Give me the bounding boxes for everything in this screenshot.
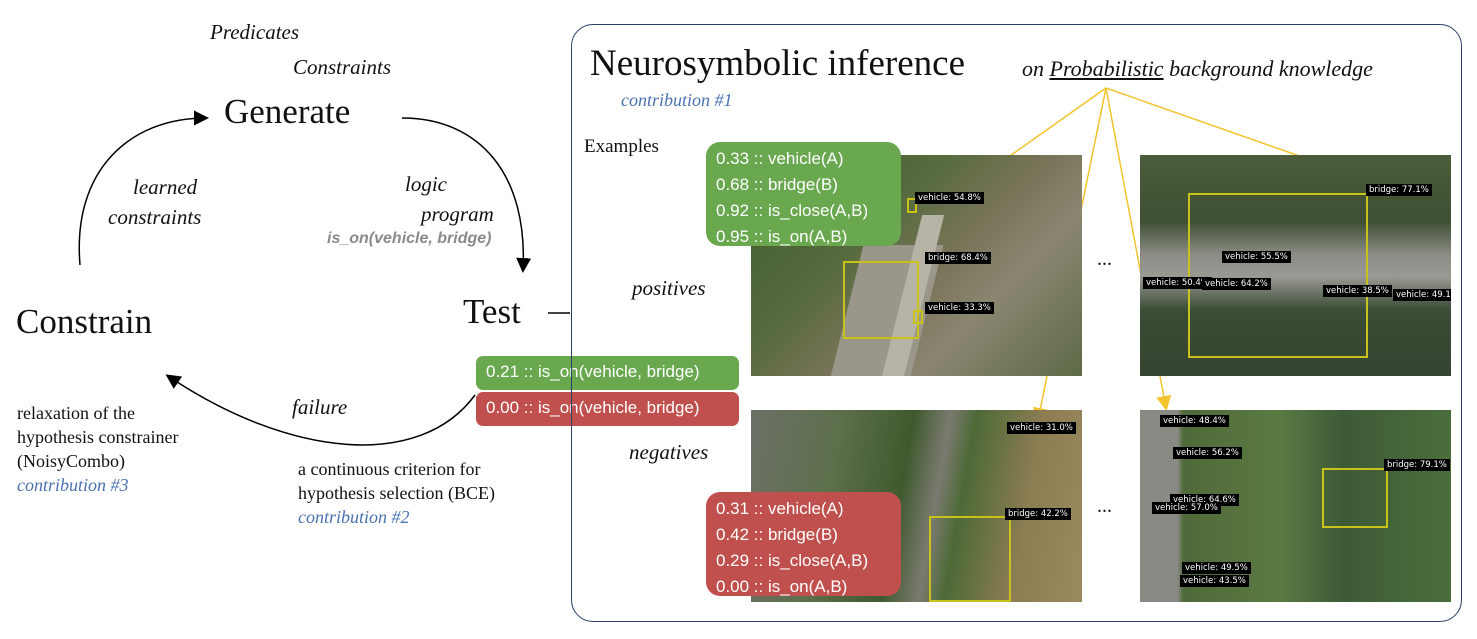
det-box-vehicle-2 <box>913 310 923 324</box>
relaxation-text: relaxation of the hypothesis constrainer… <box>17 403 179 495</box>
det-label: bridge: 68.4% <box>925 252 991 264</box>
det-label: vehicle: 64.2% <box>1202 278 1271 290</box>
constraints-label: Constraints <box>293 55 392 79</box>
program-label: program <box>421 202 494 226</box>
constraints-line-label: constraints <box>108 205 202 229</box>
generate-label: Generate <box>224 92 351 131</box>
contribution1-label: contribution #1 <box>621 90 733 110</box>
det-label: vehicle: 31.0% <box>1007 422 1076 434</box>
constrain-label: Constrain <box>16 302 153 341</box>
failure-label: failure <box>292 395 348 419</box>
det-label: vehicle: 55.5% <box>1222 251 1291 263</box>
positive-image-2: bridge: 77.1% vehicle: 55.5% vehicle: 50… <box>1140 155 1451 376</box>
det-label: vehicle: 33.3% <box>925 302 994 314</box>
negative-score-box: 0.00 :: is_on(vehicle, bridge) <box>476 392 739 426</box>
det-box-vehicle-1 <box>907 198 917 213</box>
det-label: vehicle: 38.5% <box>1323 285 1392 297</box>
det-label: bridge: 77.1% <box>1366 184 1432 196</box>
det-label: vehicle: 43.5% <box>1180 575 1249 587</box>
det-box-bridge-4 <box>1322 468 1388 528</box>
det-label: vehicle: 56.2% <box>1173 447 1242 459</box>
learned-label: learned <box>133 175 198 199</box>
arrow-constrain-to-generate <box>78 110 209 266</box>
negative-image-4: vehicle: 48.4% vehicle: 56.2% vehicle: 6… <box>1140 410 1451 602</box>
det-label: bridge: 42.2% <box>1005 508 1071 520</box>
det-label: vehicle: 57.0% <box>1152 502 1221 514</box>
negatives-label: negatives <box>629 440 709 464</box>
det-label: vehicle: 54.8% <box>915 192 984 204</box>
det-label: bridge: 79.1% <box>1384 459 1450 471</box>
negative-facts-box: 0.31 :: vehicle(A) 0.42 :: bridge(B) 0.2… <box>706 492 901 596</box>
det-label: vehicle: 50.4% <box>1143 277 1212 289</box>
det-label: vehicle: 48.4% <box>1160 415 1229 427</box>
criterion-text: a continuous criterion for hypothesis se… <box>298 459 495 527</box>
logic-label: logic <box>405 172 447 196</box>
examples-label: Examples <box>584 136 659 157</box>
arrow-test-to-constrain <box>165 374 476 446</box>
test-label: Test <box>463 292 521 331</box>
det-box-bridge-3 <box>929 516 1011 602</box>
positives-label: positives <box>632 276 706 300</box>
inference-panel <box>571 24 1462 622</box>
predicates-label: Predicates <box>210 20 300 44</box>
arrow-generate-to-test <box>401 117 532 273</box>
det-box-bridge-2 <box>1188 193 1368 358</box>
ellipsis-positive: ... <box>1097 248 1112 270</box>
contribution2-label: contribution #2 <box>298 507 410 527</box>
det-label: vehicle: 49.5% <box>1182 562 1251 574</box>
ellipsis-negative: ... <box>1097 495 1112 517</box>
panel-subtitle: on Probabilistic background knowledge <box>1022 56 1373 81</box>
positive-score-box: 0.21 :: is_on(vehicle, bridge) <box>476 356 739 390</box>
det-label: vehicle: 49.1% <box>1393 289 1451 301</box>
positive-facts-box: 0.33 :: vehicle(A) 0.68 :: bridge(B) 0.9… <box>706 142 901 246</box>
contribution3-label: contribution #3 <box>17 475 129 495</box>
panel-title: Neurosymbolic inference <box>590 43 965 84</box>
hypothesis-example: is_on(vehicle, bridge) <box>327 230 492 247</box>
det-box-bridge-1 <box>843 261 919 339</box>
